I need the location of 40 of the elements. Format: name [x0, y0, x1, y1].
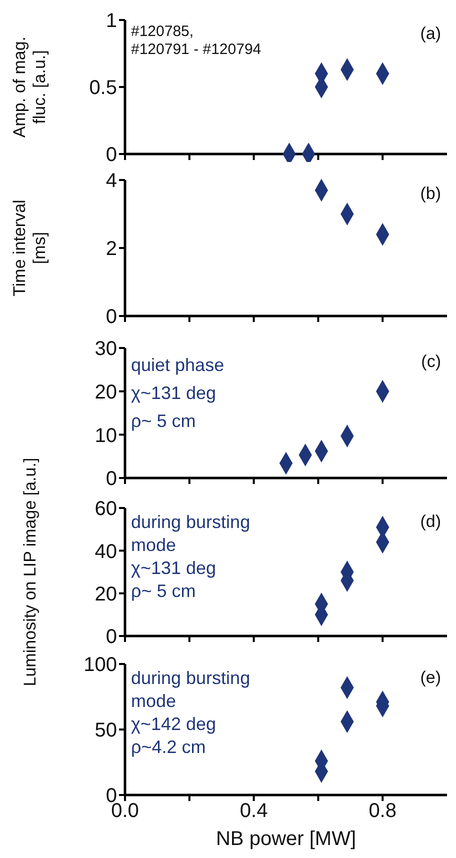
annotation: (d): [420, 512, 441, 532]
y-tick-label: 50: [94, 720, 117, 742]
y-tick-label: 20: [94, 381, 117, 404]
annotation: ρ~ 5 cm: [131, 580, 197, 603]
annotation: χ~131 deg: [131, 557, 218, 580]
annotation: mode: [131, 690, 178, 713]
annotation: mode: [131, 534, 178, 557]
annotation: (a): [420, 24, 441, 44]
y-axis-title: Luminosity on LIP image [a.u.]: [20, 457, 40, 686]
annotation: quiet phase: [131, 354, 224, 377]
y-tick-label: 0.5: [89, 77, 117, 100]
annotation: (e): [420, 668, 441, 688]
annotation: (b): [420, 184, 441, 204]
y-tick-label: 0: [106, 144, 117, 166]
annotation: χ~142 deg: [131, 713, 218, 736]
y-tick-label: 0: [106, 306, 117, 328]
y-tick-label: 0: [106, 626, 117, 648]
annotation: (c): [421, 352, 441, 372]
y-axis-title: Time interval [ms]: [10, 198, 50, 298]
y-tick-label: 1: [106, 10, 117, 32]
y-tick-label: 0: [106, 468, 117, 490]
x-tick-label: 0.4: [240, 800, 268, 822]
annotation: #120791 - #120794: [131, 41, 262, 59]
x-axis-title: NB power [MW]: [216, 828, 356, 850]
annotation: during bursting: [131, 667, 250, 690]
annotation: during bursting: [131, 511, 250, 534]
y-tick-label: 2: [106, 238, 117, 260]
y-tick-label: 20: [94, 583, 117, 606]
y-axis-title: Amp. of mag. fluc. [a.u.]: [10, 35, 50, 140]
annotation: ρ~4.2 cm: [131, 736, 207, 759]
y-tick-label: 4: [106, 170, 117, 192]
annotation: χ~131 deg: [131, 382, 218, 405]
y-tick-label: 10: [94, 424, 117, 447]
y-tick-label: 60: [94, 498, 117, 520]
x-tick-label: 0.8: [368, 800, 397, 822]
y-tick-label: 30: [94, 338, 117, 360]
y-tick-label: 100: [84, 654, 117, 676]
annotation: ρ~ 5 cm: [131, 410, 197, 433]
y-tick-label: 40: [94, 540, 117, 563]
annotation: #120785,: [131, 23, 195, 41]
